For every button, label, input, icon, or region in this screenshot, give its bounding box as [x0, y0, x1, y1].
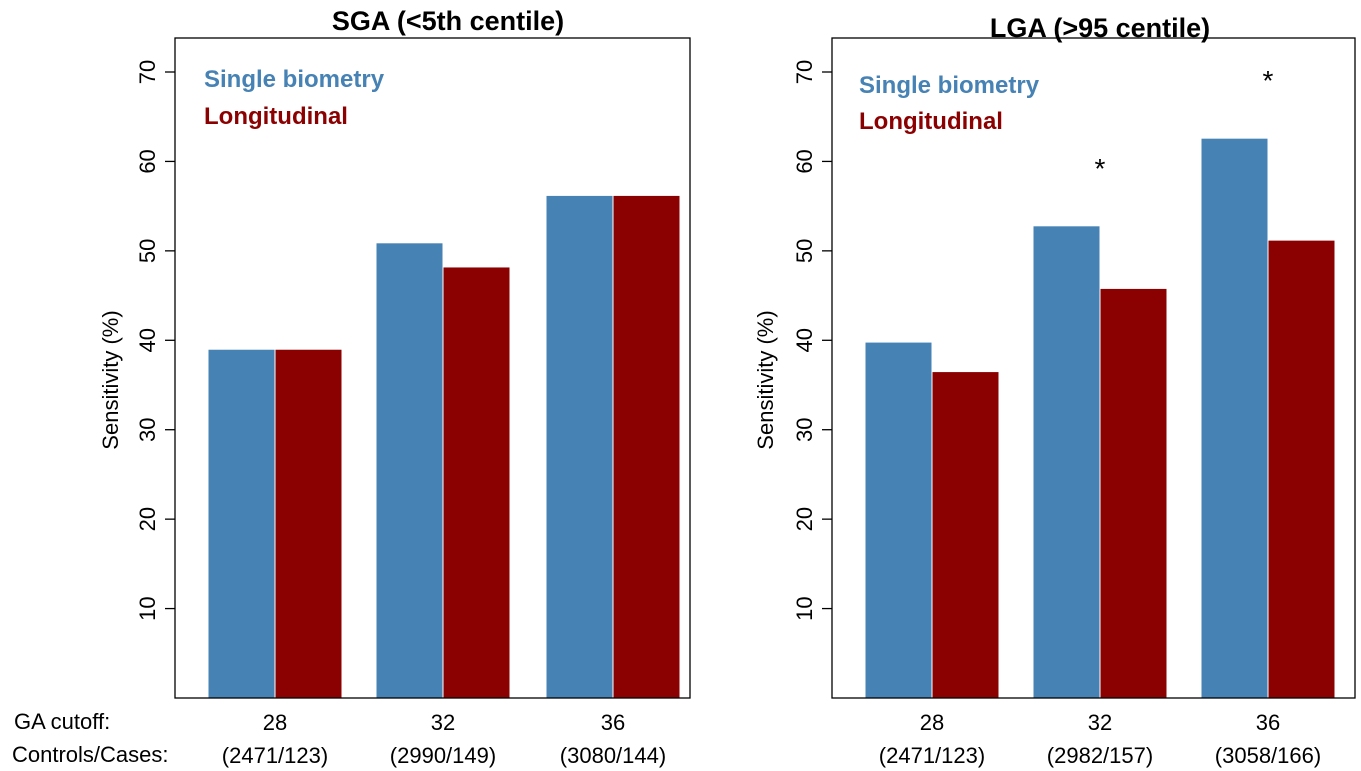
y-tick-label-lga-70: 70: [792, 60, 817, 84]
x-category-label-sga-32: 32: [431, 710, 455, 735]
bar-lga-single-36: [1200, 137, 1269, 699]
legend-sga-longitudinal: Longitudinal: [204, 103, 348, 130]
x-sublabel-sga-36: (3080/144): [560, 743, 666, 768]
x-sublabel-lga-32: (2982/157): [1047, 743, 1153, 768]
plot-frame-lga: [831, 37, 1356, 699]
y-tick-label-lga-20: 20: [792, 507, 817, 531]
bar-sga-single-28: [207, 348, 276, 699]
chart-title-lga: LGA (>95 centile): [990, 13, 1210, 43]
y-tick-label-sga-20: 20: [135, 507, 160, 531]
x-sublabel-sga-32: (2990/149): [390, 743, 496, 768]
x-category-label-sga-28: 28: [263, 710, 287, 735]
bar-sga-single-32: [375, 242, 444, 699]
x-sublabel-lga-28: (2471/123): [879, 743, 985, 768]
y-tick-label-lga-30: 30: [792, 417, 817, 441]
legend-lga-longitudinal: Longitudinal: [859, 108, 1003, 135]
plot-frame-sga: [174, 37, 691, 699]
y-tick-label-sga-30: 30: [135, 417, 160, 441]
x-category-label-lga-36: 36: [1256, 710, 1280, 735]
y-axis-label-sga: Sensitivity (%): [98, 310, 123, 449]
legend-sga-single-biometry: Single biometry: [204, 66, 385, 93]
y-tick-label-sga-50: 50: [135, 239, 160, 263]
significance-star-lga-32: *: [1095, 153, 1106, 184]
bar-lga-longitudinal-28: [931, 371, 1000, 699]
chart-panel-lga: 10 20 30 40 50 60 70 Sensitivity (%) LGA (>95 ce…: [753, 13, 1356, 768]
bar-sga-longitudinal-32: [442, 266, 511, 699]
bar-lga-longitudinal-32: [1099, 287, 1168, 699]
x-category-label-sga-36: 36: [601, 710, 625, 735]
x-category-label-lga-32: 32: [1088, 710, 1112, 735]
bar-sga-longitudinal-28: [274, 348, 343, 699]
bar-sga-single-36: [545, 194, 614, 699]
y-tick-label-sga-70: 70: [135, 60, 160, 84]
chart-title-sga: SGA (<5th centile): [332, 6, 564, 36]
bar-sga-longitudinal-36: [612, 194, 681, 699]
bar-lga-single-28: [864, 341, 933, 699]
x-sublabel-lga-36: (3058/166): [1215, 743, 1321, 768]
y-tick-label-sga-10: 10: [135, 596, 160, 620]
y-tick-label-lga-60: 60: [792, 149, 817, 173]
x-sublabel-sga-28: (2471/123): [222, 743, 328, 768]
y-tick-label-lga-40: 40: [792, 328, 817, 352]
legend-lga-single-biometry: Single biometry: [859, 72, 1040, 99]
y-axis-label-lga: Sensitivity (%): [753, 310, 778, 449]
chart-panel-sga: 10 20 30 40 50 60 70 Sensitivity (%) SGA (<5th c…: [98, 6, 691, 768]
y-tick-label-sga-60: 60: [135, 149, 160, 173]
x-category-label-lga-28: 28: [920, 710, 944, 735]
bar-lga-single-32: [1032, 225, 1101, 699]
ga-cutoff-row-label: GA cutoff:: [14, 709, 110, 734]
significance-star-lga-36: *: [1263, 65, 1274, 96]
y-tick-label-lga-50: 50: [792, 239, 817, 263]
bar-lga-longitudinal-36: [1267, 239, 1336, 699]
controls-cases-row-label: Controls/Cases:: [12, 742, 169, 767]
y-tick-label-sga-40: 40: [135, 328, 160, 352]
y-tick-label-lga-10: 10: [792, 596, 817, 620]
